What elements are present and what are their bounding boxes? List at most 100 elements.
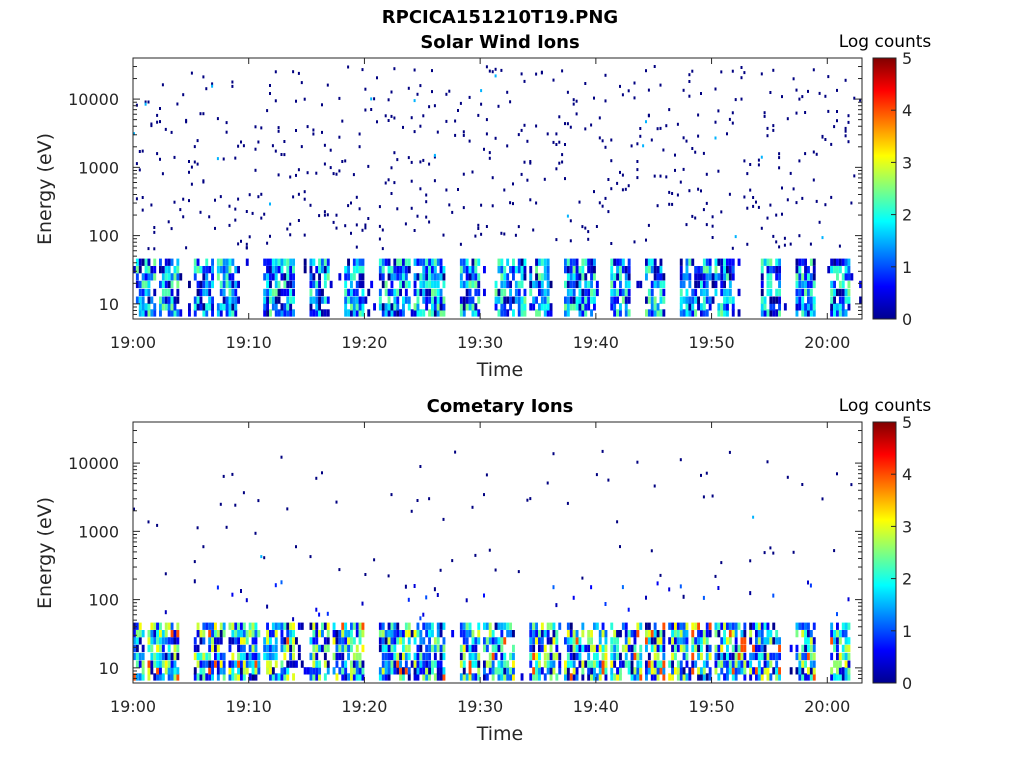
data-cell — [757, 205, 760, 209]
data-cell — [416, 92, 419, 96]
data-cell — [662, 273, 666, 281]
data-cell — [318, 630, 321, 638]
data-cell — [202, 652, 206, 661]
data-cell — [566, 644, 570, 653]
data-cell — [338, 630, 342, 638]
data-cell — [827, 75, 830, 79]
data-cell — [714, 120, 717, 124]
data-cell — [514, 266, 518, 274]
data-cell — [702, 637, 706, 645]
data-cell — [381, 644, 385, 653]
data-cell — [196, 139, 199, 143]
data-cell — [202, 280, 206, 289]
data-cell — [645, 296, 648, 304]
data-cell — [749, 652, 753, 661]
data-cell — [347, 273, 350, 281]
data-cell — [274, 637, 278, 645]
x-tick-label: 19:50 — [689, 333, 735, 352]
data-cell — [378, 237, 381, 241]
data-cell — [723, 280, 726, 289]
data-cell — [485, 65, 488, 69]
data-cell — [196, 673, 200, 681]
data-cell — [778, 309, 781, 317]
data-cell — [711, 494, 714, 498]
data-cell — [228, 280, 232, 289]
data-cell — [578, 266, 582, 274]
data-cell — [355, 280, 359, 289]
data-cell — [737, 652, 741, 661]
data-cell — [662, 652, 666, 661]
data-cell — [595, 652, 599, 661]
data-cell — [141, 652, 145, 661]
data-cell — [610, 660, 614, 668]
data-cell — [676, 667, 680, 675]
data-cell — [593, 667, 596, 675]
data-cell — [352, 637, 356, 645]
data-cell — [850, 483, 853, 487]
data-cell — [720, 210, 723, 214]
data-cell — [193, 160, 196, 164]
data-cell — [503, 273, 507, 281]
data-cell — [315, 622, 319, 630]
data-cell — [208, 637, 212, 645]
data-cell — [827, 109, 830, 113]
data-cell — [616, 630, 619, 638]
data-cell — [702, 309, 706, 317]
data-cell — [653, 667, 657, 675]
data-cell — [647, 637, 651, 645]
data-cell — [564, 258, 567, 266]
data-cell — [161, 303, 165, 311]
data-cell — [546, 652, 550, 661]
data-cell — [355, 296, 359, 304]
data-cell — [387, 673, 391, 681]
data-cell — [590, 288, 593, 297]
data-cell — [387, 303, 391, 311]
data-cell — [543, 258, 547, 266]
data-cell — [433, 673, 437, 681]
data-cell — [193, 652, 197, 661]
data-cell — [133, 637, 136, 645]
data-cell — [552, 667, 556, 675]
data-cell — [656, 667, 660, 675]
data-cell — [546, 258, 550, 266]
data-cell — [679, 288, 683, 297]
data-cell — [347, 673, 350, 681]
data-cell — [636, 280, 640, 289]
data-cell — [167, 652, 171, 661]
data-cell — [237, 242, 240, 246]
data-cell — [164, 572, 167, 576]
data-cell — [425, 193, 428, 197]
data-cell — [798, 97, 801, 101]
data-cell — [144, 100, 147, 104]
data-cell — [309, 303, 313, 311]
data-cell — [700, 280, 703, 289]
data-cell — [728, 192, 731, 196]
data-cell — [740, 637, 744, 645]
data-cell — [558, 667, 562, 675]
data-cell — [361, 296, 365, 304]
data-cell — [222, 303, 226, 311]
data-cell — [483, 667, 486, 675]
data-cell — [763, 258, 767, 266]
data-cell — [824, 138, 827, 141]
data-cell — [682, 167, 685, 171]
data-cell — [705, 637, 709, 645]
data-cell — [838, 258, 842, 266]
data-cell — [538, 280, 541, 289]
data-cell — [532, 673, 536, 681]
data-cell — [378, 266, 382, 274]
data-cell — [399, 667, 402, 675]
data-cell — [219, 637, 223, 645]
data-cell — [402, 637, 405, 645]
data-cell — [769, 296, 773, 304]
data-cell — [161, 172, 164, 176]
data-cell — [581, 303, 585, 311]
data-cell — [283, 258, 287, 266]
data-cell — [251, 652, 255, 661]
data-cell — [176, 630, 180, 638]
data-cell — [240, 239, 242, 243]
data-cell — [809, 309, 813, 317]
data-cell — [587, 652, 591, 661]
data-cell — [147, 303, 151, 311]
data-cell — [647, 258, 651, 266]
